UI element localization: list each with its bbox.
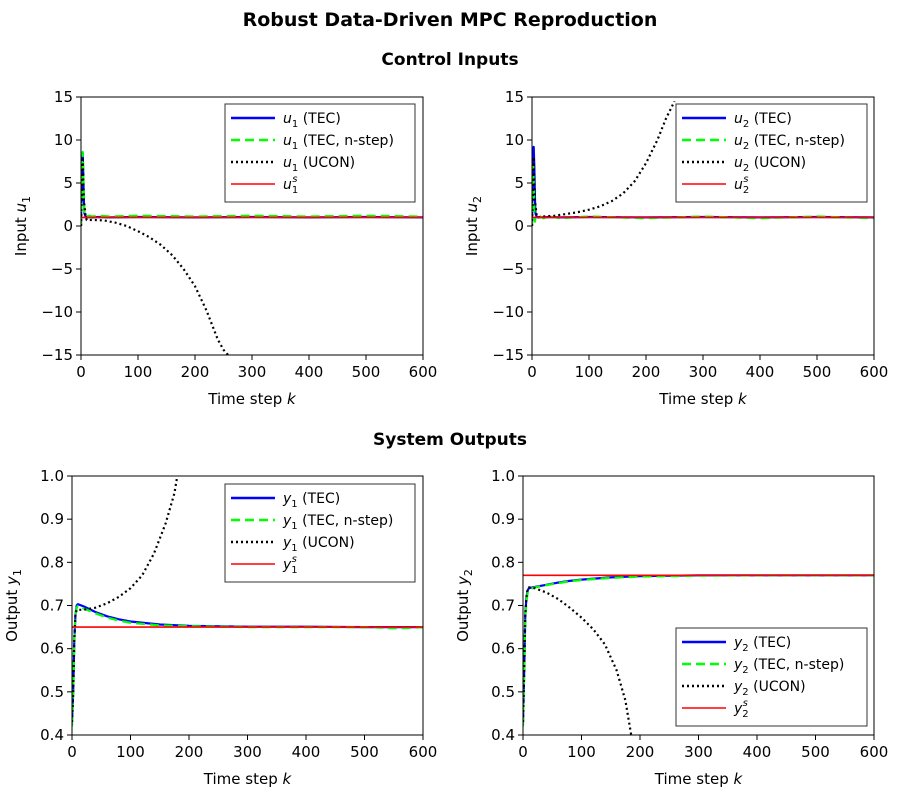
- chart-panel-y2: 0 100 200 300 400 500 600 1.0 0.9 0.8 0.7 0.6 0.5 0.4…: [454, 467, 888, 788]
- x-tick-label: 400: [295, 363, 324, 381]
- legend: y2 (TEC) y2 (TEC, n-step) y2 (UCON)y2s: [675, 627, 868, 727]
- y-tick-label: 1.0: [40, 467, 64, 485]
- legend-entry: y1s: [282, 554, 298, 576]
- series-line-1: [81, 150, 423, 227]
- y-tick-label: 10: [505, 131, 524, 149]
- y-tick-label: −10: [41, 303, 73, 321]
- x-tick-label: 600: [860, 363, 889, 381]
- x-axis-label: Time step k: [203, 770, 293, 788]
- x-tick-label: 200: [626, 743, 655, 761]
- y-tick-label: 0.5: [491, 683, 515, 701]
- y-tick-label: 0: [514, 217, 524, 235]
- y-tick-label: −15: [492, 346, 524, 364]
- y-tick-label: 0.4: [40, 726, 64, 744]
- x-tick-label: 200: [181, 363, 210, 381]
- y-tick-label: 0.4: [491, 726, 515, 744]
- x-tick-label: 300: [684, 743, 713, 761]
- x-tick-label: 300: [689, 363, 718, 381]
- x-axis-label: Time step k: [654, 770, 744, 788]
- series-line-2: [72, 476, 179, 723]
- y-tick-label: 0.7: [40, 597, 64, 615]
- legend-entry: u1s: [283, 174, 298, 196]
- x-tick-label: 500: [801, 743, 830, 761]
- legend-entry: u2 (UCON): [734, 155, 806, 174]
- x-tick-label: 100: [124, 363, 153, 381]
- x-tick-label: 400: [292, 743, 321, 761]
- y-tick-label: 10: [54, 131, 73, 149]
- x-tick-label: 0: [67, 743, 77, 761]
- x-tick-label: 300: [238, 363, 267, 381]
- y-tick-label: 0.9: [491, 510, 515, 528]
- x-tick-label: 0: [527, 363, 537, 381]
- chart-panel-y1: 0 100 200 300 400 500 600 1.0 0.9 0.8 0.7 0.6 0.5 0.4…: [3, 467, 437, 788]
- y-tick-label: 0.8: [491, 553, 515, 571]
- x-tick-label: 600: [409, 743, 438, 761]
- x-tick-label: 200: [175, 743, 204, 761]
- x-tick-label: 200: [632, 363, 661, 381]
- series-line-1: [72, 604, 423, 727]
- x-tick-label: 600: [860, 743, 889, 761]
- legend-entry: y2 (TEC): [733, 635, 791, 654]
- y-tick-label: −5: [51, 260, 73, 278]
- x-tick-label: 400: [746, 363, 775, 381]
- y-tick-label: 0.5: [40, 683, 64, 701]
- y-axis-label: Output y2: [454, 569, 475, 642]
- series-line-2: [81, 156, 229, 355]
- legend-entry: y2 (UCON): [733, 679, 806, 698]
- x-tick-label: 100: [575, 363, 604, 381]
- x-tick-label: 100: [567, 743, 596, 761]
- x-axis-label: Time step k: [207, 390, 297, 408]
- y-tick-label: 0.9: [40, 510, 64, 528]
- y-tick-label: 1.0: [491, 467, 515, 485]
- x-axis-label: Time step k: [658, 390, 748, 408]
- legend-entry: y1 (TEC, n-step): [282, 513, 393, 532]
- legend-entry: u1 (TEC, n-step): [283, 133, 394, 152]
- section-title-system-outputs: System Outputs: [373, 430, 527, 450]
- y-tick-label: 0: [63, 217, 73, 235]
- y-tick-label: −15: [41, 346, 73, 364]
- x-tick-label: 500: [803, 363, 832, 381]
- legend-entry: y2s: [733, 698, 749, 720]
- x-tick-label: 500: [352, 363, 381, 381]
- y-axis-label: Output y1: [3, 569, 24, 642]
- legend-entry: u2 (TEC): [734, 111, 792, 130]
- y-tick-label: 15: [505, 88, 524, 106]
- legend-entry: u2 (TEC, n-step): [734, 133, 845, 152]
- chart-panel-u2: 0 100 200 300 400 500 600 15 10 5 0 −5 −10 −15 Time st…: [463, 88, 888, 408]
- y-tick-label: 0.6: [491, 640, 515, 658]
- y-tick-label: 5: [514, 174, 524, 192]
- x-tick-label: 0: [76, 363, 86, 381]
- y-axis-label: Input u1: [12, 196, 33, 256]
- y-tick-label: −5: [502, 260, 524, 278]
- legend-entry: u1 (UCON): [283, 155, 355, 174]
- y-tick-label: 0.7: [491, 597, 515, 615]
- y-tick-label: 0.8: [40, 553, 64, 571]
- x-tick-label: 600: [409, 363, 438, 381]
- figure-title: Robust Data-Driven MPC Reproduction: [243, 9, 658, 31]
- legend: u1 (TEC) u1 (TEC, n-step) u1 (UCON)u1s: [224, 103, 416, 203]
- x-tick-label: 0: [518, 743, 528, 761]
- legend-entry: y2 (TEC, n-step): [733, 657, 844, 676]
- section-title-control-inputs: Control Inputs: [381, 50, 518, 70]
- series-line-2: [523, 586, 633, 735]
- legend-entry: y1 (TEC): [282, 491, 340, 510]
- series-line-1: [532, 164, 874, 227]
- y-tick-label: 0.6: [40, 640, 64, 658]
- series-line-2: [532, 100, 676, 227]
- legend-entry: y1 (UCON): [282, 535, 355, 554]
- y-tick-label: −10: [492, 303, 524, 321]
- legend: y1 (TEC) y1 (TEC, n-step) y1 (UCON)y1s: [224, 483, 416, 583]
- x-tick-label: 300: [233, 743, 262, 761]
- chart-panel-u1: 0 100 200 300 400 500 600 15 10 5 0 −5 −10 −15 Time st…: [12, 88, 437, 408]
- legend: u2 (TEC) u2 (TEC, n-step) u2 (UCON)u2s: [675, 103, 868, 203]
- x-tick-label: 400: [743, 743, 772, 761]
- legend-entry: u1 (TEC): [283, 111, 341, 130]
- x-tick-label: 100: [116, 743, 145, 761]
- x-tick-label: 500: [350, 743, 379, 761]
- y-tick-label: 5: [63, 174, 73, 192]
- y-axis-label: Input u2: [463, 196, 484, 256]
- y-tick-label: 15: [54, 88, 73, 106]
- legend-entry: u2s: [734, 174, 749, 196]
